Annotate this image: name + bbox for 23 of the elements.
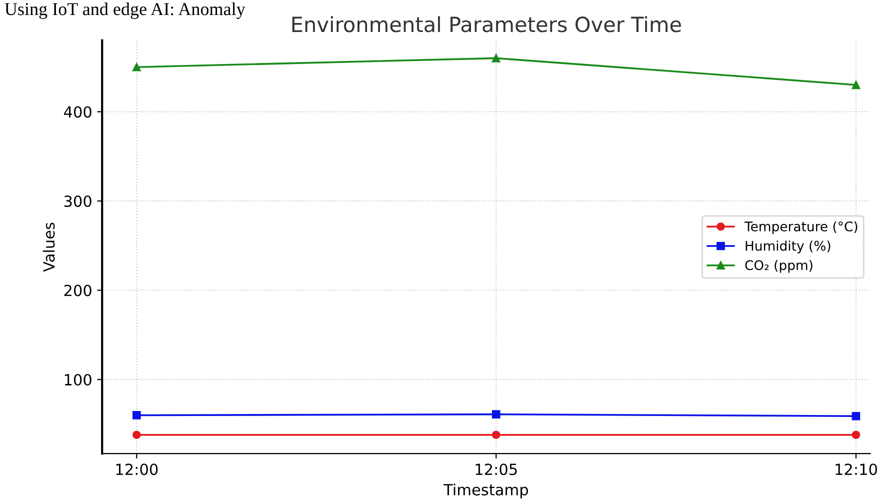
point bbox=[852, 80, 860, 90]
y-tick-label: 300 bbox=[64, 195, 92, 208]
point bbox=[492, 430, 500, 440]
chart-title: Environmental Parameters Over Time bbox=[292, 16, 681, 32]
point bbox=[132, 430, 141, 440]
point bbox=[852, 412, 860, 420]
y-tick-label: 100 bbox=[64, 374, 92, 386]
y-tick-label: 400 bbox=[64, 106, 92, 118]
x-tick-label: 12:05 bbox=[476, 464, 517, 476]
x-tick-label: 12:00 bbox=[116, 464, 158, 476]
legend-label: Humidity (%) bbox=[746, 240, 830, 254]
point bbox=[492, 54, 500, 62]
legend-label: CO₂ (ppm) bbox=[745, 260, 812, 273]
x-axis-title: Timestamp bbox=[444, 484, 528, 498]
y-tick-label: 200 bbox=[64, 284, 92, 296]
y-axis-title: Values bbox=[42, 222, 55, 272]
text: Using IoT and edge AI: Anomaly bbox=[4, 2, 246, 19]
legend-label: Temperature (°C) bbox=[744, 221, 858, 234]
point bbox=[132, 411, 141, 420]
point bbox=[852, 430, 860, 440]
point bbox=[132, 62, 141, 72]
point bbox=[492, 410, 500, 418]
x-tick-label: 12:10 bbox=[836, 464, 877, 476]
